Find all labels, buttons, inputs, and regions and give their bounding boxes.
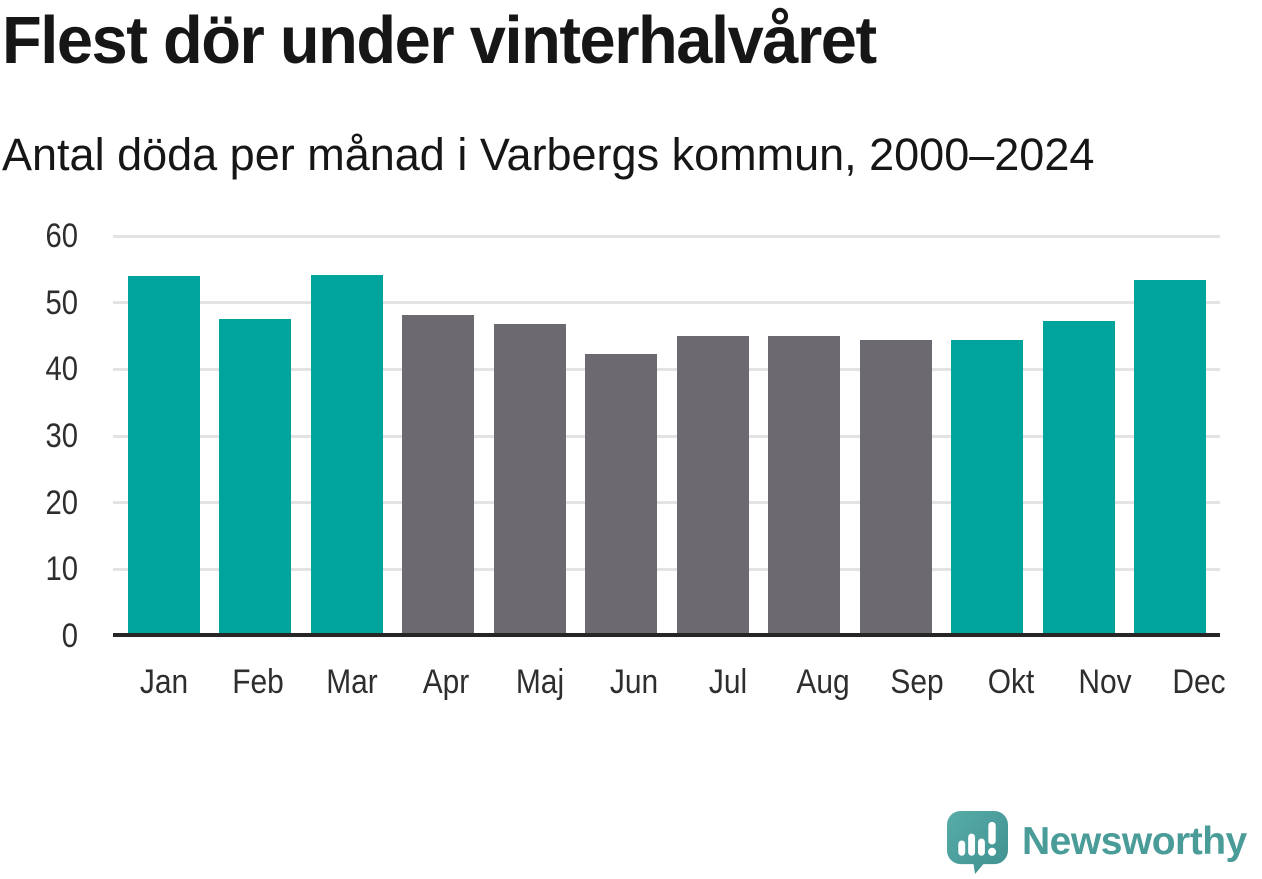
x-tick-label-jun: Jun: [610, 663, 659, 701]
gridline-40: [113, 367, 1220, 371]
x-tick-label-mar: Mar: [326, 663, 378, 701]
y-tick-label: 60: [45, 217, 78, 255]
bars-layer: [113, 236, 1220, 636]
bar-feb: [219, 318, 292, 636]
newsworthy-logo: Newsworthy: [946, 810, 1247, 874]
bar-maj: [493, 324, 566, 636]
speech-bubble-bar-chart-icon: [946, 810, 1009, 874]
bar-nov: [1042, 320, 1115, 636]
bar-apr: [402, 314, 475, 636]
x-axis-line: [113, 633, 1220, 637]
x-tick-label-feb: Feb: [232, 663, 284, 701]
bar-aug: [768, 336, 841, 636]
gridline-30: [113, 434, 1220, 438]
x-tick-label-apr: Apr: [422, 663, 470, 701]
bar-dec: [1133, 280, 1206, 636]
y-tick-label: 30: [45, 417, 78, 455]
plot-area: [113, 234, 1220, 636]
bar-jul: [676, 336, 749, 636]
y-axis-labels: 0 10 20 30 40 50 60: [0, 217, 78, 655]
x-tick-label-nov: Nov: [1078, 663, 1132, 701]
y-tick-label: 40: [45, 350, 78, 389]
x-tick-label-sep: Sep: [890, 663, 944, 701]
x-tick-label-dec: Dec: [1172, 663, 1226, 701]
x-tick-label-maj: Maj: [516, 663, 565, 701]
x-tick-label-jul: Jul: [709, 663, 748, 701]
page-subtitle: Antal döda per månad i Varbergs kommun, …: [2, 129, 1095, 180]
x-tick-label-aug: Aug: [795, 663, 850, 701]
gridline-20: [113, 501, 1220, 505]
y-tick-label: 20: [45, 483, 78, 522]
x-axis-labels: Jan Feb Mar Apr Maj Jun Jul Aug Sep Okt Nov Dec: [113, 660, 1249, 704]
y-tick-label: 10: [45, 550, 78, 589]
x-tick-label-jan: Jan: [139, 663, 189, 701]
gridline-10: [113, 567, 1220, 571]
y-tick-label: 50: [45, 283, 78, 322]
bar-jun: [585, 354, 658, 636]
page-title: Flest dör under vinterhalvåret: [2, 3, 877, 78]
gridline-60: [113, 234, 1220, 238]
bar-sep: [859, 340, 932, 636]
y-tick-label: 0: [61, 617, 78, 655]
x-tick-label-okt: Okt: [987, 663, 1034, 701]
gridline-50: [113, 301, 1220, 305]
bar-mar: [310, 274, 383, 636]
bar-jan: [128, 276, 200, 636]
bar-okt: [951, 340, 1024, 636]
newsworthy-logo-text: Newsworthy: [1022, 820, 1247, 863]
